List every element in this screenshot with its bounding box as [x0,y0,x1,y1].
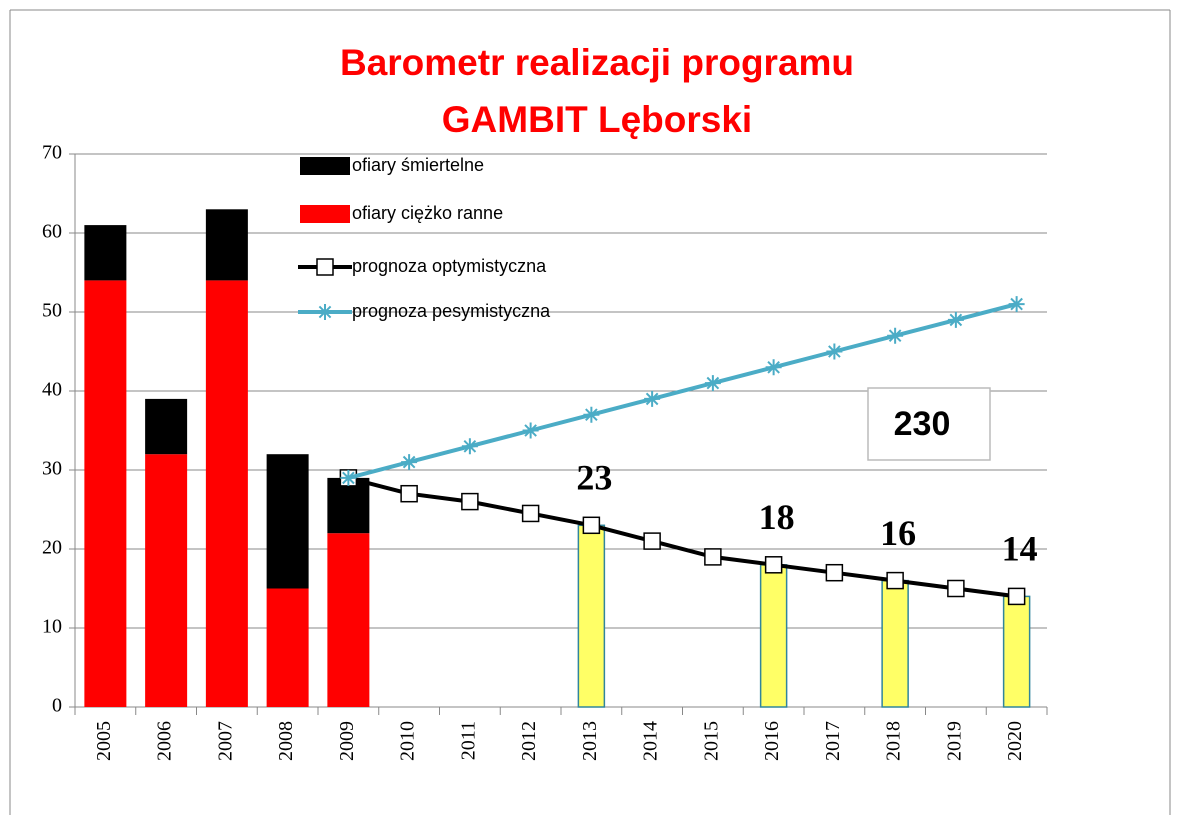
bar [84,225,127,281]
data-label: 23 [576,458,612,498]
bar [327,477,370,534]
legend-label: prognoza optymistyczna [352,256,547,276]
x-tick-label: 2017 [822,721,844,761]
annotation: 230 [894,405,951,443]
legend-label: ofiary ciężko ranne [352,203,503,223]
legend-swatch [300,205,350,223]
marker [400,484,418,503]
marker [583,406,600,423]
bar [759,564,788,708]
x-tick-label: 2005 [93,721,115,761]
legend-swatch [300,157,350,175]
annotation-box [867,387,991,461]
marker [704,548,722,566]
x-tick-label: 2014 [640,721,662,761]
bar [266,588,309,707]
marker [947,311,964,328]
bar [145,454,188,707]
bar [84,280,127,707]
marker [1007,587,1026,606]
marker [340,469,357,486]
marker [886,571,904,590]
marker [825,563,844,582]
x-tick-label: 2013 [579,721,601,761]
x-tick-label: 2010 [397,721,419,761]
y-tick-label: 50 [42,300,62,322]
data-label: 14 [1002,529,1038,569]
x-tick-label: 2006 [154,721,176,761]
x-tick-label: 2016 [761,721,783,761]
line [347,302,1018,480]
line [347,475,1017,599]
bar [1002,595,1031,708]
legend-label: ofiary śmiertelne [352,155,484,175]
bar [205,209,248,281]
marker [643,532,661,550]
data-label: 18 [759,497,795,537]
x-tick-label: 2008 [275,721,297,761]
marker [521,504,540,523]
marker [704,375,721,392]
legend-marker [317,304,333,320]
bar [577,524,606,708]
bar [145,398,188,455]
x-tick-label: 2011 [457,721,479,760]
marker [401,454,418,471]
marker [461,492,479,511]
marker [1008,296,1025,313]
bar [327,533,370,707]
x-tick-label: 2020 [1004,721,1026,761]
legend-label: prognoza pesymistyczna [352,301,551,321]
chart-title: GAMBIT Lęborski [442,99,752,140]
x-tick-label: 2009 [336,721,358,761]
legend-marker [316,258,334,276]
y-tick-label: 60 [42,221,62,243]
marker [522,422,539,439]
data-label: 16 [880,513,916,553]
marker [582,516,601,535]
bar [881,579,909,708]
y-tick-label: 40 [42,379,62,401]
y-tick-label: 0 [52,695,62,717]
x-tick-label: 2019 [943,721,965,761]
y-tick-label: 20 [42,537,62,559]
marker [765,359,782,376]
marker [826,343,843,360]
x-tick-label: 2015 [700,721,722,761]
marker [764,556,783,574]
marker [887,327,904,344]
x-tick-label: 2012 [518,721,540,761]
marker [947,579,965,598]
x-tick-label: 2018 [883,721,905,761]
marker [461,438,478,455]
x-tick-label: 2007 [214,721,236,761]
y-tick-label: 70 [42,142,62,164]
y-tick-label: 30 [42,458,62,480]
marker [644,390,661,407]
bar [205,280,248,707]
bar [266,454,309,589]
chart-title: Barometr realizacji programu [340,42,854,83]
y-tick-label: 10 [42,616,62,638]
